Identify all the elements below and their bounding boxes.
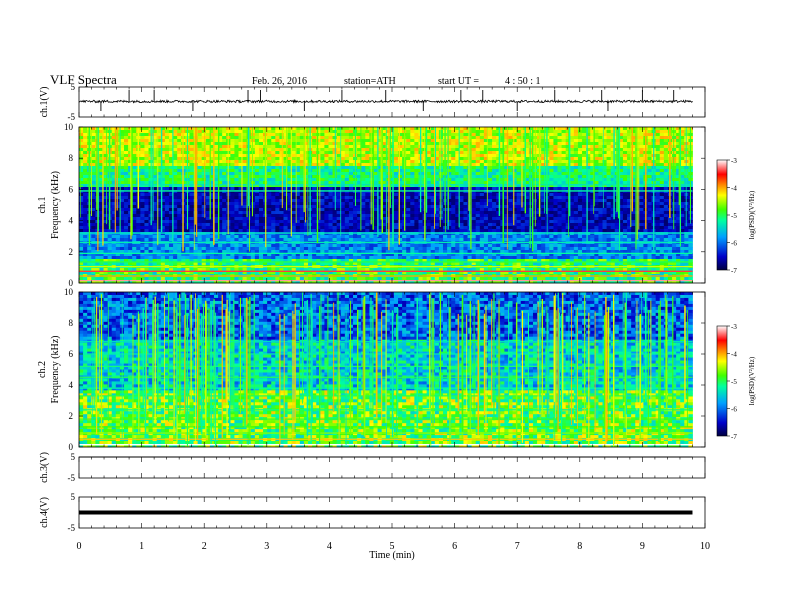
ch2-colorbar-tick-label: -6 bbox=[731, 406, 737, 414]
ch1-ylabel-channel: ch.1 bbox=[37, 197, 48, 214]
ch2-colorbar bbox=[717, 326, 727, 436]
xtick-label: 9 bbox=[640, 541, 645, 552]
ch3-ylabel: ch.3(V) bbox=[39, 452, 50, 483]
xtick-label: 1 bbox=[139, 541, 144, 552]
xtick-label: 6 bbox=[452, 541, 457, 552]
ch1-colorbar bbox=[717, 160, 727, 270]
ch4-ytick-label: -5 bbox=[68, 523, 76, 533]
ch1-ytick-label: 6 bbox=[69, 184, 74, 194]
ch1-colorbar-label: log(PSD)(V²/Hz) bbox=[748, 190, 756, 239]
ch1-colorbar-tick-label: -6 bbox=[731, 240, 737, 248]
ch1-ytick-label: 10 bbox=[64, 122, 74, 132]
ch1-ytick-label: 8 bbox=[69, 153, 74, 163]
ch1-colorbar-tick-label: -5 bbox=[731, 212, 737, 220]
ch2-ytick-label: 2 bbox=[69, 411, 74, 421]
ch2-ytick-label: 0 bbox=[69, 442, 74, 452]
ch3-ytick-label: 5 bbox=[71, 452, 76, 462]
xtick-label: 8 bbox=[577, 541, 582, 552]
xtick-label: 3 bbox=[264, 541, 269, 552]
xtick-label: 2 bbox=[202, 541, 207, 552]
ch4-ytick-label: 5 bbox=[71, 492, 76, 502]
ch2-ylabel-frequency: Frequency (kHz) bbox=[50, 335, 61, 403]
ch1-colorbar-tick-label: -3 bbox=[731, 157, 737, 165]
ch2-ytick-label: 8 bbox=[69, 318, 74, 328]
vlf-figure: 5-5ch.1(V)5-5ch.3(V)5-5ch.4(V)0246810ch.… bbox=[0, 0, 792, 612]
ch2-colorbar-tick-label: -7 bbox=[731, 433, 737, 441]
ch3-ytick-label: -5 bbox=[68, 473, 76, 483]
ch2-ytick-label: 10 bbox=[64, 287, 74, 297]
ch2-spectrogram-image bbox=[79, 292, 693, 447]
ch2-ytick-label: 6 bbox=[69, 349, 74, 359]
ch1-colorbar-tick-label: -7 bbox=[731, 267, 737, 275]
xtick-label: 4 bbox=[327, 541, 332, 552]
ch1-ytick-label: -5 bbox=[68, 112, 76, 122]
ch1-ytick-label: 5 bbox=[71, 82, 76, 92]
xaxis-label: Time (min) bbox=[369, 550, 414, 561]
xtick-label: 10 bbox=[700, 541, 710, 552]
ch1-ytick-label: 2 bbox=[69, 247, 74, 257]
ch1-colorbar-tick-label: -4 bbox=[731, 185, 737, 193]
ch2-colorbar-tick-label: -3 bbox=[731, 323, 737, 331]
xtick-label: 0 bbox=[77, 541, 82, 552]
ch1-spectrogram-image bbox=[79, 127, 693, 283]
ch2-ylabel-channel: ch.2 bbox=[37, 361, 48, 378]
ch1-ytick-label: 4 bbox=[69, 216, 74, 226]
ch1-ylabel: ch.1(V) bbox=[39, 87, 50, 118]
ch2-colorbar-tick-label: -5 bbox=[731, 378, 737, 386]
ch1-ylabel-frequency: Frequency (kHz) bbox=[50, 171, 61, 239]
ch2-colorbar-tick-label: -4 bbox=[731, 351, 737, 359]
ch2-ytick-label: 4 bbox=[69, 380, 74, 390]
ch2-colorbar-label: log(PSD)(V²/Hz) bbox=[748, 356, 756, 405]
ch4-ylabel: ch.4(V) bbox=[39, 497, 50, 528]
xtick-label: 7 bbox=[515, 541, 520, 552]
